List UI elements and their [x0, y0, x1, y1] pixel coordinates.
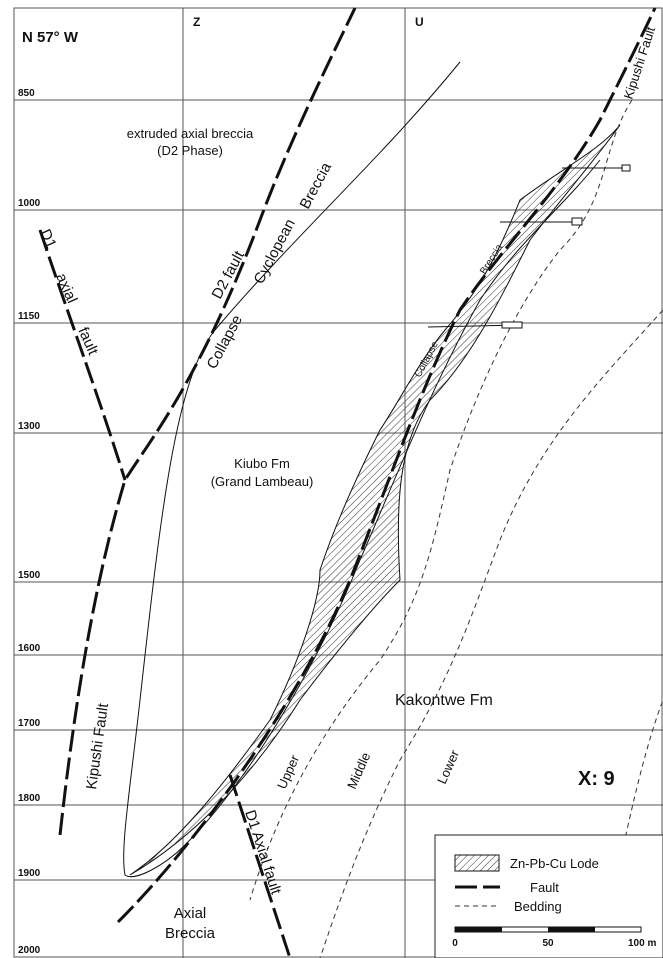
label: D1 Axial fault: [241, 808, 284, 897]
depth: 1600: [18, 643, 41, 654]
depth: 1900: [18, 868, 41, 879]
label: Kipushi Fault: [621, 24, 659, 100]
section-z: Z: [193, 15, 200, 29]
section-u: U: [415, 15, 424, 29]
drill-holes: [428, 165, 630, 328]
legend: Zn-Pb-Cu Lode Fault Bedding 0 50 100 m: [435, 835, 663, 958]
depth: 2000: [18, 945, 41, 956]
depth: 1150: [18, 311, 40, 322]
plate: X: 9: [578, 768, 615, 790]
scale-label: 50: [542, 938, 554, 949]
label: Middle: [344, 750, 373, 791]
orientation: N 57° W: [22, 29, 79, 46]
label: Breccia: [165, 925, 216, 942]
label: D2 fault: [209, 248, 249, 302]
d1-axial-fault: [40, 230, 125, 480]
label: Upper: [274, 752, 302, 791]
label: Lower: [434, 747, 462, 786]
label: Collapse: [204, 312, 246, 372]
label: axial: [52, 271, 80, 306]
depth: 1300: [18, 421, 41, 432]
label: (Grand Lambeau): [211, 474, 314, 489]
label: Kiubo Fm: [234, 456, 290, 471]
lode: [130, 125, 620, 875]
scale-label: 100 m: [628, 938, 656, 949]
depth: 1500: [18, 570, 41, 581]
label: Kakontwe Fm: [395, 692, 493, 709]
legend-item: Fault: [530, 880, 559, 895]
cross-section: 850 1000 1150 1300 1500 1600 1700 1800 1…: [0, 0, 663, 958]
label: (D2 Phase): [157, 143, 223, 158]
label: Breccia: [297, 159, 336, 212]
depth: 1700: [18, 718, 41, 729]
label: extruded axial breccia: [127, 126, 254, 141]
depth: 850: [18, 88, 35, 99]
depth: 1000: [18, 198, 41, 209]
scale-label: 0: [452, 938, 458, 949]
frame: [14, 8, 663, 958]
label: Axial: [174, 905, 207, 922]
depth-labels: 850 1000 1150 1300 1500 1600 1700 1800 1…: [18, 88, 41, 956]
label: Kipushi Fault: [83, 701, 112, 790]
legend-item: Zn-Pb-Cu Lode: [510, 856, 599, 871]
legend-item: Bedding: [514, 899, 562, 914]
depth: 1800: [18, 793, 41, 804]
